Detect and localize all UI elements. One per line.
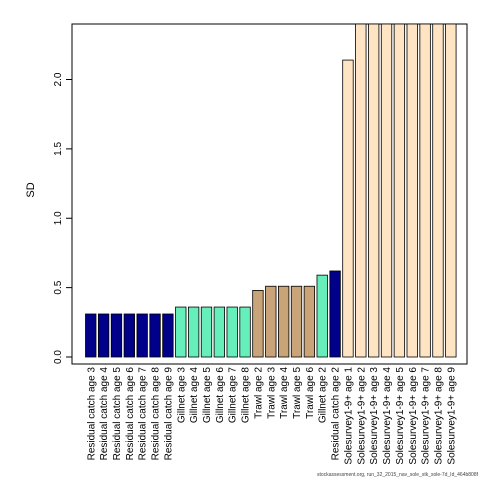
bar [380, 23, 393, 358]
bar [200, 306, 213, 358]
y-tick-label: 1.5 [53, 141, 64, 155]
bar [432, 23, 444, 358]
x-tick-label: Residual catch age 6 [125, 367, 136, 461]
bar [316, 274, 328, 358]
x-tick-label: Trawl age 5 [292, 367, 303, 419]
x-tick-label: Residual catch age 7 [138, 367, 149, 461]
bar [355, 23, 367, 358]
x-tick-label: Residual catch age 8 [151, 367, 162, 461]
bar [290, 285, 303, 358]
bar [187, 306, 200, 358]
x-tick-label: Residual catch age 4 [99, 367, 110, 461]
bar [277, 285, 290, 358]
x-tick-label: Gillnet age 4 [189, 367, 200, 424]
bar [445, 23, 457, 358]
y-tick-label: 0.0 [53, 350, 64, 364]
footer-source: stockassessment.org, run_32_2015_nav_sol… [317, 472, 478, 478]
bar [329, 270, 341, 358]
x-tick-label: Residual catch age 9 [163, 367, 174, 461]
bar [252, 289, 264, 358]
x-tick-label: Trawl age 2 [253, 367, 264, 419]
bar [110, 313, 123, 358]
x-tick-labels: Residual catch age 3 Residual catch age 4… [86, 367, 457, 465]
bar [368, 23, 380, 358]
y-tick-label: 1.0 [53, 211, 64, 225]
x-tick-label: Trawl age 6 [305, 367, 316, 419]
x-tick-label: Solesurvey1-9+ age 8 [433, 367, 444, 465]
x-tick-label: Gillnet age 8 [241, 367, 252, 424]
bar [123, 313, 135, 358]
bar [419, 23, 431, 358]
bar [162, 313, 174, 358]
x-tick-label: Solesurvey1-9+ age 5 [395, 367, 406, 465]
x-tick-label: Solesurvey1-9+ age 2 [356, 367, 367, 465]
x-tick-label: Solesurvey1-9+ age 9 [446, 367, 457, 465]
x-tick-label: Residual catch age 3 [86, 367, 97, 461]
x-tick-label: Gillnet age 7 [228, 367, 239, 424]
x-tick-label: Gillnet age 3 [176, 367, 187, 424]
bar [342, 59, 354, 358]
bar [265, 285, 277, 358]
bar [213, 306, 226, 358]
bar [175, 306, 187, 358]
bar [85, 313, 97, 358]
y-axis-title: SD [25, 182, 37, 197]
bar [226, 306, 238, 358]
y-tick-label: 2.0 [53, 72, 64, 86]
bar [406, 23, 418, 358]
bars [85, 23, 457, 358]
x-tick-label: Gillnet age 2 [318, 367, 329, 424]
x-tick-label: Solesurvey1-9+ age 6 [408, 367, 419, 465]
x-tick-label: Solesurvey1-9+ age 3 [369, 367, 380, 465]
y-tick-label: 0.5 [53, 280, 64, 294]
x-tick-label: Residual catch age 2 [331, 367, 342, 461]
bar [393, 23, 406, 358]
bar [97, 313, 110, 358]
bar [136, 313, 148, 358]
bar [149, 313, 161, 358]
x-tick-label: Solesurvey1-9+ age 4 [382, 367, 393, 465]
x-tick-label: Trawl age 3 [266, 367, 277, 419]
x-tick-label: Solesurvey1-9+ age 1 [343, 367, 354, 465]
y-axis: 0.0 0.5 1.0 1.5 2.0 [53, 72, 73, 364]
x-tick-label: Gillnet age 6 [215, 367, 226, 424]
x-tick-label: Residual catch age 5 [112, 367, 123, 461]
bar [239, 306, 251, 358]
bar [303, 285, 316, 358]
x-tick-label: Gillnet age 5 [202, 367, 213, 424]
x-tick-label: Solesurvey1-9+ age 7 [421, 367, 432, 465]
x-tick-label: Trawl age 4 [279, 367, 290, 419]
